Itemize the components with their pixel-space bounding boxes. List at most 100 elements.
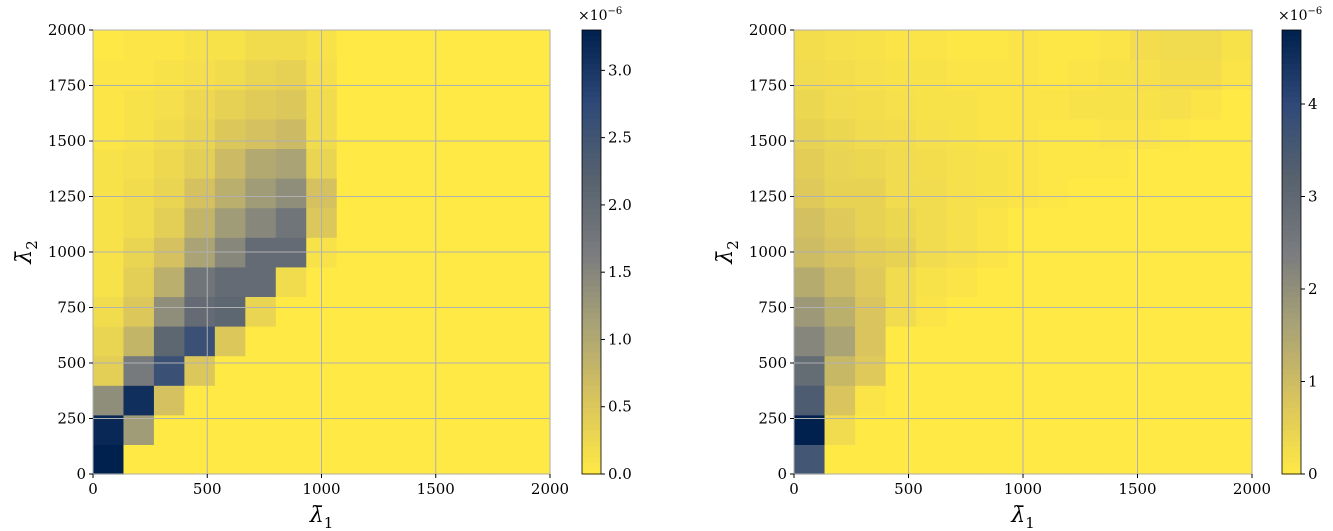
heatmap-cell [977, 118, 1009, 150]
colorbar-segment [1282, 174, 1301, 181]
heatmap-cell [1099, 30, 1131, 61]
heatmap-cell [214, 444, 246, 475]
heatmap-cell [824, 207, 856, 238]
colorbar-segment [1282, 296, 1301, 303]
colorbar-segment [582, 129, 601, 137]
heatmap-cell [184, 148, 216, 179]
colorbar-segment [1282, 41, 1301, 48]
colorbar-segment [582, 68, 601, 75]
heatmap-cell [93, 385, 125, 416]
y-axis-label: λ̄2 [12, 240, 41, 265]
heatmap-cell [93, 355, 125, 386]
heatmap-cell [367, 207, 399, 238]
colorbar-segment [1282, 252, 1301, 259]
y-tick-label: 250 [758, 410, 787, 428]
heatmap-cell [336, 326, 368, 357]
colorbar-tick-label: 0.0 [608, 465, 632, 483]
colorbar-tick-label: 2.5 [608, 129, 632, 147]
heatmap-cell [1160, 148, 1192, 179]
heatmap-cell [336, 178, 368, 209]
y-axis-label-sub: 2 [724, 240, 742, 250]
heatmap-cell [519, 444, 551, 475]
heatmap-cell [489, 414, 521, 445]
colorbar-segment [1282, 390, 1301, 397]
colorbar-segment [582, 340, 601, 347]
heatmap-cell [397, 59, 429, 90]
colorbar-segment [1282, 202, 1301, 209]
colorbar-segment [582, 290, 601, 297]
colorbar-segment [1282, 218, 1301, 225]
y-axis-label-base: λ̄ [12, 250, 37, 265]
heatmap-cell [1099, 355, 1131, 386]
heatmap-cell [153, 326, 185, 357]
heatmap-cell [1221, 118, 1253, 150]
heatmap-cell [428, 89, 460, 120]
colorbar: 0 1 2 3 4 ×10−6 [1278, 6, 1322, 483]
heatmap-cell [855, 326, 887, 357]
colorbar-segment [582, 202, 601, 209]
heatmap-cell [1160, 207, 1192, 238]
heatmap-cell [519, 296, 551, 327]
colorbar-segment [582, 418, 601, 425]
colorbar-segment [1282, 368, 1301, 375]
colorbar-segment [1282, 468, 1301, 475]
y-tick-label: 1500 [749, 132, 787, 150]
colorbar-segment [582, 152, 601, 159]
heatmap-cell [245, 266, 277, 298]
heatmap-cell [824, 414, 856, 445]
colorbar-tick-label: 2 [1308, 280, 1318, 298]
colorbar-segment [582, 146, 601, 153]
heatmap-cell [397, 355, 429, 386]
heatmap-cell [428, 30, 460, 61]
heatmap-cell [794, 444, 826, 475]
colorbar-segment [1282, 385, 1301, 392]
colorbar-segment [582, 124, 601, 131]
colorbar-segment [1282, 85, 1301, 92]
heatmap-cell [153, 266, 185, 298]
heatmap-cell [153, 444, 185, 475]
heatmap-cell [885, 296, 917, 327]
heatmap-cell [489, 89, 521, 120]
heatmap-cell [1160, 59, 1192, 90]
colorbar-segment [1282, 451, 1301, 458]
colorbar-segment [1282, 141, 1301, 148]
y-tick-label: 2000 [48, 21, 86, 39]
colorbar-tick-label: 3.0 [608, 61, 632, 79]
heatmap-cell [489, 59, 521, 90]
colorbar-segment [1282, 152, 1301, 159]
colorbar-segment [1282, 435, 1301, 442]
heatmap-cell [214, 355, 246, 386]
heatmap-cell [336, 355, 368, 386]
heatmap-cell [1068, 326, 1100, 357]
heatmap-cell [1099, 326, 1131, 357]
heatmap-cell [428, 385, 460, 416]
heatmap-cell [1160, 385, 1192, 416]
colorbar-segment [1282, 68, 1301, 75]
heatmap-cell [824, 178, 856, 209]
colorbar-segment [582, 63, 601, 70]
heatmap-cell [1221, 385, 1253, 416]
colorbar-segment [1282, 235, 1301, 242]
heatmap-cell [275, 178, 307, 209]
x-tick-label: 1000 [302, 480, 340, 498]
colorbar-segment [582, 440, 601, 447]
heatmap-cell [1160, 118, 1192, 150]
heatmap-cell [489, 385, 521, 416]
x-axis-label-base: λ̄ [309, 503, 324, 528]
heatmap-cell [397, 385, 429, 416]
heatmap-cell [489, 266, 521, 298]
colorbar-segment [1282, 290, 1301, 297]
heatmap-cell [1190, 89, 1223, 120]
heatmap-cell [153, 178, 185, 209]
heatmap-cell [489, 296, 521, 327]
colorbar-segment [582, 368, 601, 375]
heatmap-cell [977, 414, 1009, 445]
colorbar-segment [582, 268, 601, 275]
heatmap-cell [428, 59, 460, 90]
heatmap-cell [824, 59, 856, 90]
heatmap-cell [123, 59, 155, 90]
colorbar-segment [582, 407, 601, 414]
heatmap-cell [367, 326, 399, 357]
heatmap-cell [245, 30, 277, 61]
heatmap-cell [184, 59, 216, 90]
